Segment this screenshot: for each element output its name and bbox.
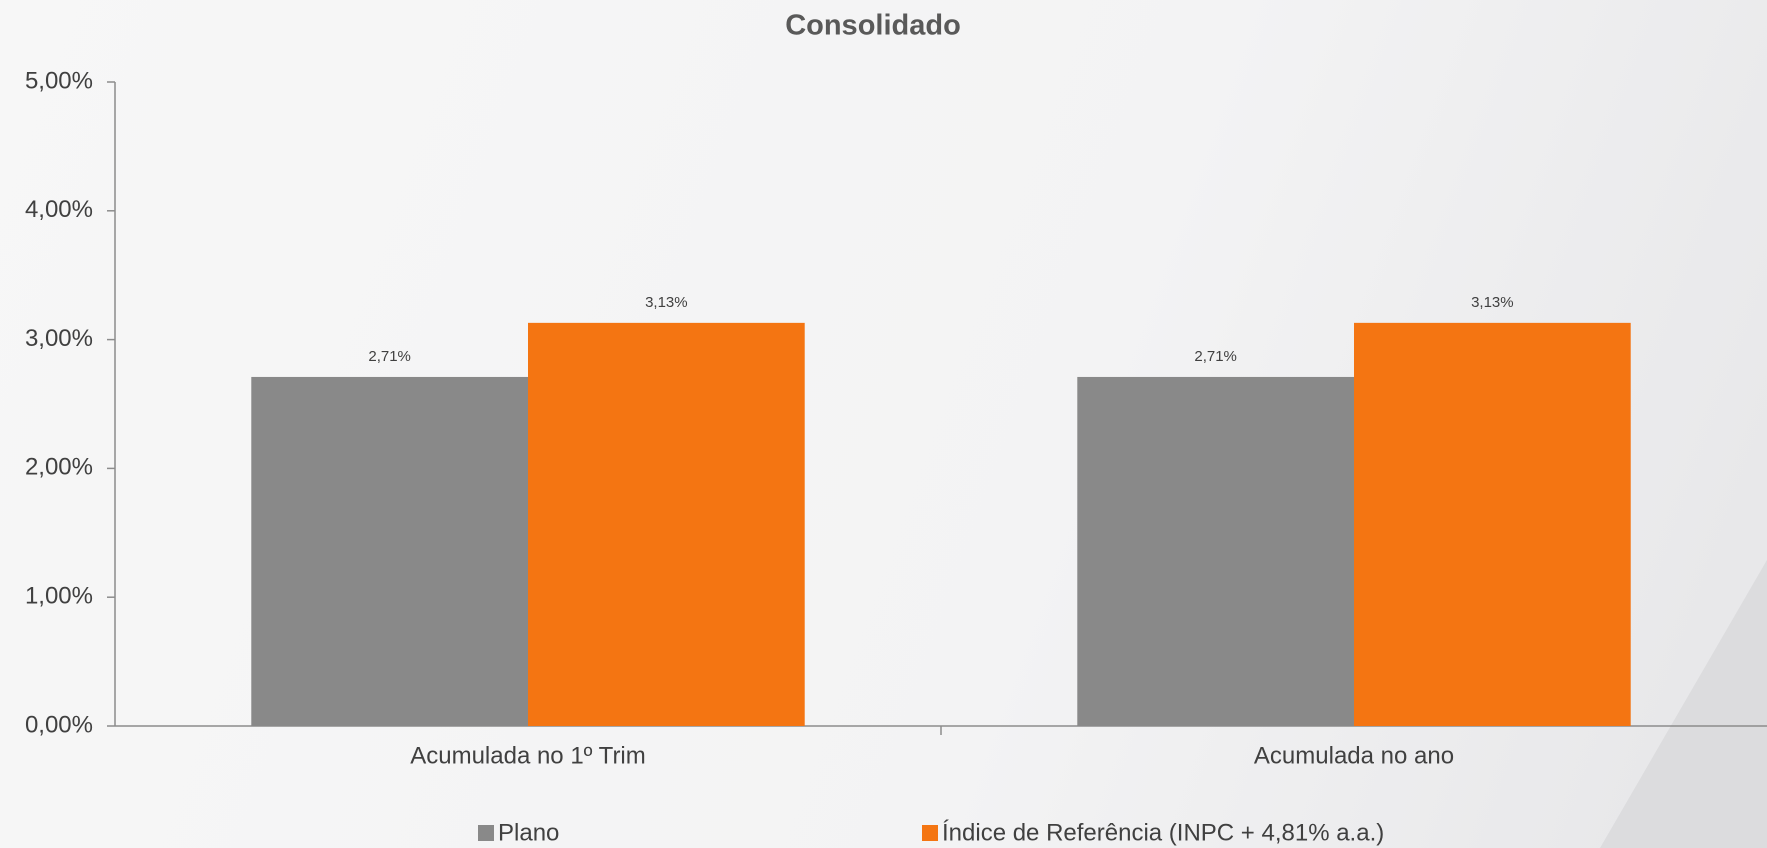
bar [251,376,529,726]
y-tick-label: 4,00% [25,196,93,223]
decor [1600,560,1767,848]
legend-swatch [478,825,494,841]
x-tick-label: Acumulada no ano [1254,742,1454,769]
value-label: 3,13% [1471,294,1514,311]
legend-label: Plano [498,819,559,846]
y-tick-label: 2,00% [25,454,93,481]
value-label: 2,71% [368,348,411,365]
y-tick-label: 5,00% [25,67,93,94]
y-tick-label: 3,00% [25,325,93,352]
y-tick-label: 0,00% [25,711,93,738]
chart-title: Consolidado [785,10,961,42]
bar [1077,376,1354,726]
legend-swatch [922,825,938,841]
value-label: 3,13% [645,294,688,311]
x-tick-label: Acumulada no 1º Trim [410,742,646,769]
y-tick-label: 1,00% [25,583,93,610]
bar [528,322,805,726]
bar [1354,322,1631,726]
legend-label: Índice de Referência (INPC + 4,81% a.a.) [942,819,1384,846]
value-label: 2,71% [1194,348,1237,365]
